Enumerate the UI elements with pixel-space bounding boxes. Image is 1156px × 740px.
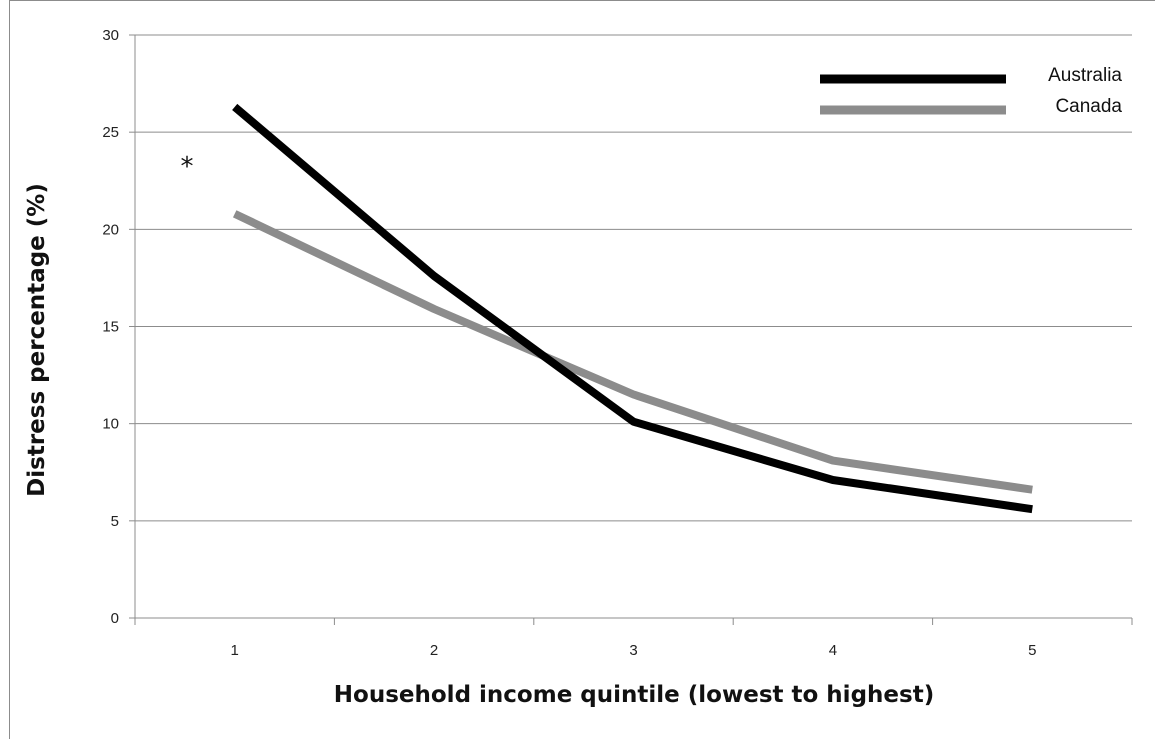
series-line-canada — [232, 210, 1033, 494]
series-line-australia — [232, 103, 1033, 514]
axes — [134, 35, 1132, 619]
x-tick-labels: 1 2 3 4 5 — [231, 642, 1037, 659]
y-tick-label: 5 — [111, 513, 119, 530]
y-tick-label: 15 — [102, 319, 119, 336]
annotation-asterisk: * — [181, 152, 194, 182]
series-lines — [232, 103, 1033, 514]
y-tick-label: 0 — [111, 610, 119, 627]
y-tick-label: 30 — [102, 27, 119, 44]
chart-frame — [9, 0, 1155, 739]
x-tick-label: 3 — [629, 642, 637, 659]
y-axis-title: Distress percentage (%) — [24, 183, 50, 497]
legend-label-canada: Canada — [1055, 96, 1122, 117]
legend: Australia Canada — [820, 65, 1122, 117]
x-tick-label: 2 — [430, 642, 438, 659]
y-tick-label: 20 — [102, 221, 119, 238]
x-tick-label: 4 — [829, 642, 837, 659]
x-tick-label: 1 — [231, 642, 239, 659]
y-tick-label: 25 — [102, 124, 119, 141]
gridlines — [129, 34, 1133, 625]
x-tick-label: 5 — [1028, 642, 1036, 659]
x-axis-title: Household income quintile (lowest to hig… — [334, 682, 934, 708]
y-tick-labels: 0 5 10 15 20 25 30 — [102, 27, 119, 627]
legend-label-australia: Australia — [1048, 65, 1122, 86]
y-tick-label: 10 — [102, 416, 119, 433]
